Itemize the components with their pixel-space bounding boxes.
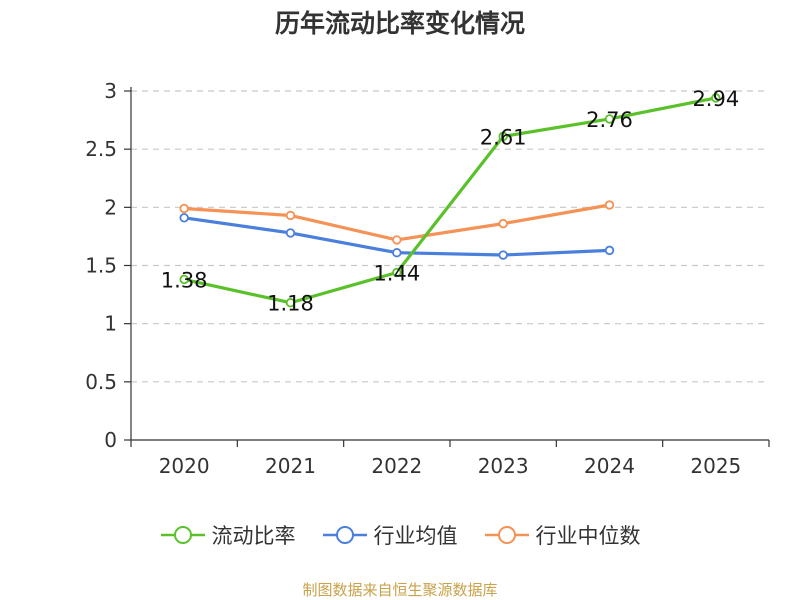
x-tick-label: 2022	[371, 454, 422, 478]
data-label: 2.61	[480, 125, 527, 149]
data-labels: 1.38 1.18 1.44 2.61 2.76 2.94	[161, 87, 739, 316]
x-tick-label: 2020	[159, 454, 210, 478]
axes: 0 0.5 1 1.5 2 2.5 3 2020 2021 2022 2023 2024 2025	[85, 79, 770, 478]
data-point	[179, 274, 189, 285]
y-tick-label: 2	[104, 195, 117, 219]
legend-item-current-ratio[interactable]: 流动比率	[160, 520, 296, 550]
y-tick-label: 1.5	[85, 254, 117, 278]
data-point	[498, 218, 508, 229]
legend-marker-icon	[160, 526, 205, 544]
data-point	[179, 213, 189, 223]
data-point	[285, 298, 296, 308]
data-point	[392, 267, 402, 278]
y-tick-label: 0.5	[85, 370, 117, 394]
grid-lines	[131, 90, 769, 383]
x-tick-label: 2023	[478, 454, 529, 478]
legend-label: 流动比率	[211, 524, 296, 548]
series-points	[179, 93, 721, 308]
data-label: 2.94	[692, 87, 739, 111]
data-label: 1.38	[161, 268, 208, 292]
data-point	[285, 210, 296, 221]
x-tick-label: 2021	[265, 454, 316, 478]
y-tick-label: 1	[104, 312, 117, 336]
data-point	[711, 93, 721, 103]
data-point	[604, 200, 615, 210]
data-point	[604, 114, 615, 124]
series-line-0	[182, 96, 718, 305]
legend-marker-icon	[484, 526, 529, 544]
chart-title: 历年流动比率变化情况	[274, 9, 525, 38]
data-point	[604, 245, 615, 256]
legend: 流动比率 行业均值 行业中位数	[0, 520, 800, 550]
data-point	[392, 248, 402, 258]
x-tick-label: 2024	[584, 454, 635, 478]
data-source-note: 制图数据来自恒生聚源数据库	[302, 581, 498, 599]
data-point	[392, 235, 402, 245]
data-label: 2.76	[586, 108, 633, 132]
data-point	[498, 131, 508, 142]
series-line-2	[182, 203, 612, 242]
legend-marker-icon	[322, 526, 367, 544]
series-lines	[182, 96, 718, 305]
legend-label: 行业均值	[373, 524, 458, 548]
y-tick-label: 0	[104, 428, 117, 452]
legend-item-industry-median[interactable]: 行业中位数	[484, 520, 641, 550]
y-tick-label: 2.5	[85, 137, 117, 161]
data-point	[285, 228, 296, 238]
legend-item-industry-mean[interactable]: 行业均值	[322, 520, 458, 550]
y-tick-label: 3	[104, 79, 117, 103]
data-label: 1.18	[267, 292, 314, 316]
data-point	[179, 203, 189, 214]
data-point	[498, 250, 508, 260]
data-label: 1.44	[373, 261, 420, 285]
x-tick-label: 2025	[690, 454, 741, 478]
legend-label: 行业中位数	[535, 524, 641, 548]
